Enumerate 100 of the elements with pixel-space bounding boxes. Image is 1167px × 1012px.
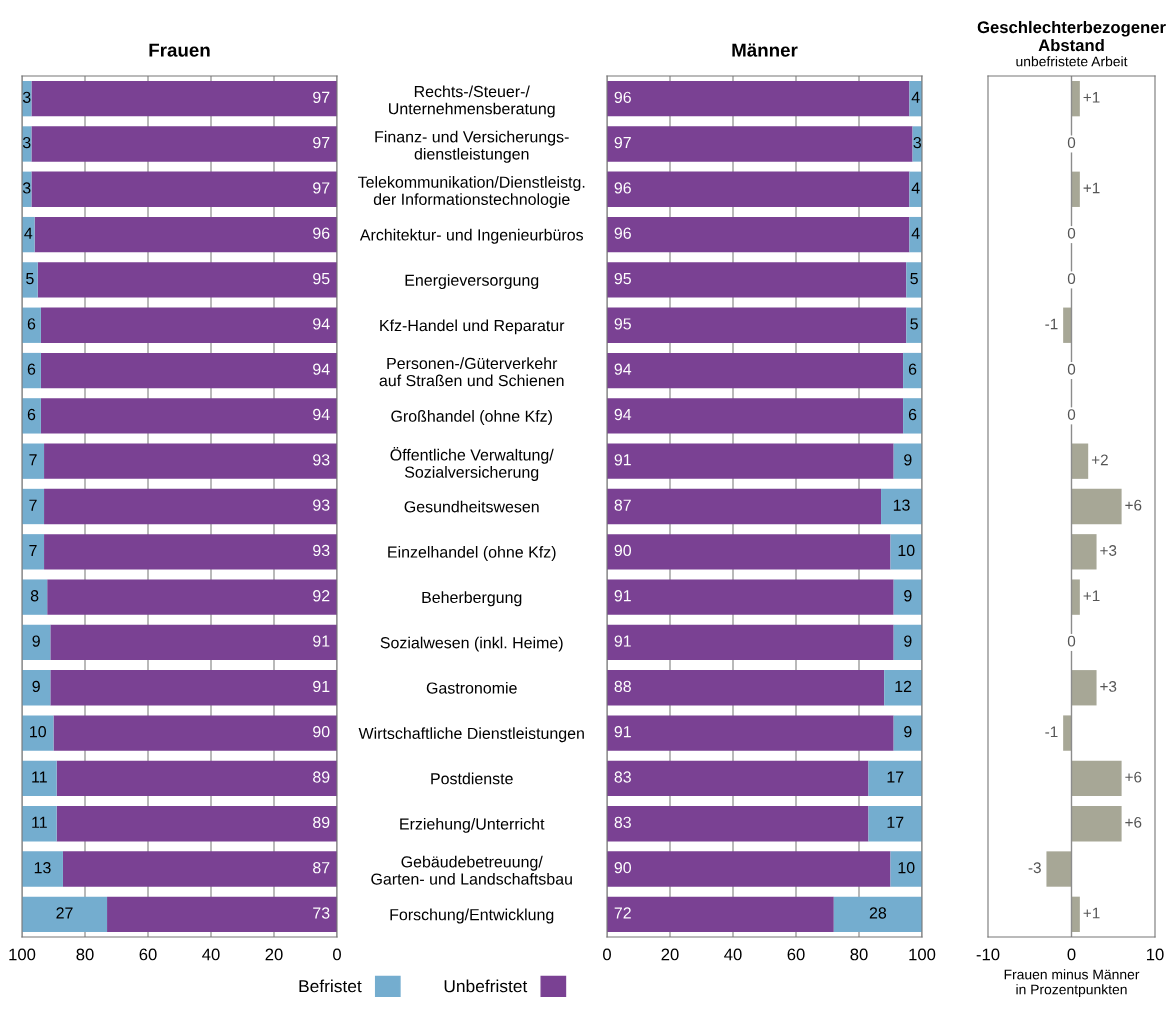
bar (890, 534, 922, 570)
data-label: 90 (313, 726, 330, 738)
bar (22, 398, 41, 434)
data-label: 10 (30, 726, 47, 738)
bar (607, 715, 894, 751)
data-label: 4 (24, 227, 33, 239)
data-label: 5 (910, 273, 918, 285)
data-label: +2 (1091, 454, 1108, 466)
data-label: 90 (614, 862, 632, 874)
data-label: 90 (614, 544, 632, 557)
data-label: 3 (22, 182, 31, 194)
y-tick-label: Energieversorgung (405, 274, 539, 290)
x-tick-label: 60 (139, 948, 157, 961)
data-label: 9 (904, 726, 912, 738)
data-label: 73 (313, 907, 330, 919)
bar (47, 579, 337, 615)
x-tick-label: 0 (603, 948, 611, 961)
bar (607, 806, 869, 842)
data-label: -1 (1045, 726, 1058, 738)
bar (906, 262, 922, 298)
y-tick-label: Großhandel (ohne Kfz) (391, 410, 552, 425)
x-tick-label: 0 (333, 948, 341, 961)
data-label: 91 (313, 635, 330, 647)
data-label: 9 (904, 454, 912, 466)
data-label: 96 (614, 227, 631, 239)
data-label: 10 (898, 862, 915, 874)
data-label: 17 (887, 771, 904, 783)
data-label: 83 (614, 771, 631, 783)
bar (107, 896, 337, 933)
data-label: 93 (313, 544, 330, 557)
bar (40, 398, 337, 434)
data-label: 93 (313, 454, 330, 466)
data-label: 27 (56, 907, 73, 919)
y-tick-label: Personen-/Güterverkehr auf Straßen und Schienen (379, 357, 564, 387)
bar (1071, 806, 1122, 842)
data-label: 89 (313, 771, 330, 783)
data-label: 83 (614, 816, 631, 828)
data-label: 11 (32, 816, 47, 828)
data-label: +6 (1125, 771, 1142, 783)
data-label: 0 (1067, 635, 1076, 647)
data-label: 6 (908, 408, 917, 421)
bar (607, 851, 891, 887)
chart-title: Geschlechterbezogener Abstand (977, 20, 1166, 52)
data-label: -3 (1028, 862, 1041, 874)
data-label: 7 (29, 454, 37, 466)
legend-label: Befristet (299, 979, 362, 993)
data-label: 94 (313, 363, 330, 375)
bar (40, 352, 337, 389)
data-label: 28 (869, 907, 887, 919)
y-tick-label: Einzelhandel (ohne Kfz) (388, 546, 556, 561)
bar (22, 760, 57, 797)
chart-subtitle: unbefristete Arbeit (1016, 56, 1128, 67)
data-label: 94 (313, 318, 330, 330)
bar (881, 488, 922, 525)
bar (607, 171, 910, 207)
data-label: 91 (614, 454, 631, 466)
data-label: 0 (1067, 227, 1076, 239)
y-tick-label: Finanz- und Versicherungs- dienstleistungen (375, 130, 569, 163)
bar (607, 670, 885, 706)
y-tick-label: Postdienste (431, 772, 513, 785)
bar (56, 760, 337, 797)
data-label: 13 (34, 862, 51, 874)
data-label: 97 (614, 136, 631, 149)
data-label: 0 (1067, 363, 1076, 375)
bar (884, 670, 922, 706)
data-label: +1 (1083, 590, 1100, 602)
data-label: 4 (911, 227, 920, 239)
bar (607, 896, 834, 933)
y-tick-label: Telekommunikation/Dienstleistg. der Informationstechnologie (358, 176, 585, 209)
bar (607, 352, 904, 389)
data-label: 93 (313, 499, 330, 511)
y-tick-label: Forschung/Entwicklung (390, 908, 554, 924)
data-label: 3 (22, 91, 31, 103)
y-tick-label: Sozialwesen (inkl. Heime) (380, 636, 563, 652)
bar (893, 443, 922, 479)
bar (22, 670, 51, 706)
data-label: 97 (313, 91, 330, 103)
data-label: 5 (910, 318, 918, 330)
bar (1046, 851, 1072, 887)
bar (31, 80, 337, 117)
bar (22, 534, 45, 570)
data-label: 94 (313, 408, 330, 421)
bar (22, 579, 48, 615)
data-label: 72 (614, 907, 631, 919)
bar (1071, 534, 1097, 570)
data-label: 8 (30, 590, 39, 602)
data-label: 10 (898, 544, 915, 557)
data-label: 87 (313, 862, 330, 874)
data-label: 94 (614, 363, 632, 375)
data-label: 3 (22, 136, 31, 149)
y-tick-label: Öffentliche Verwaltung/ Sozialversicherung (390, 447, 554, 481)
data-label: +1 (1083, 907, 1100, 919)
bar (22, 624, 51, 661)
data-label: 0 (1067, 137, 1076, 149)
bar (56, 806, 337, 842)
bar (607, 488, 882, 525)
bar (607, 262, 907, 298)
data-label: 96 (614, 182, 631, 194)
bar (893, 715, 922, 751)
x-tick-label: 100 (909, 948, 936, 961)
